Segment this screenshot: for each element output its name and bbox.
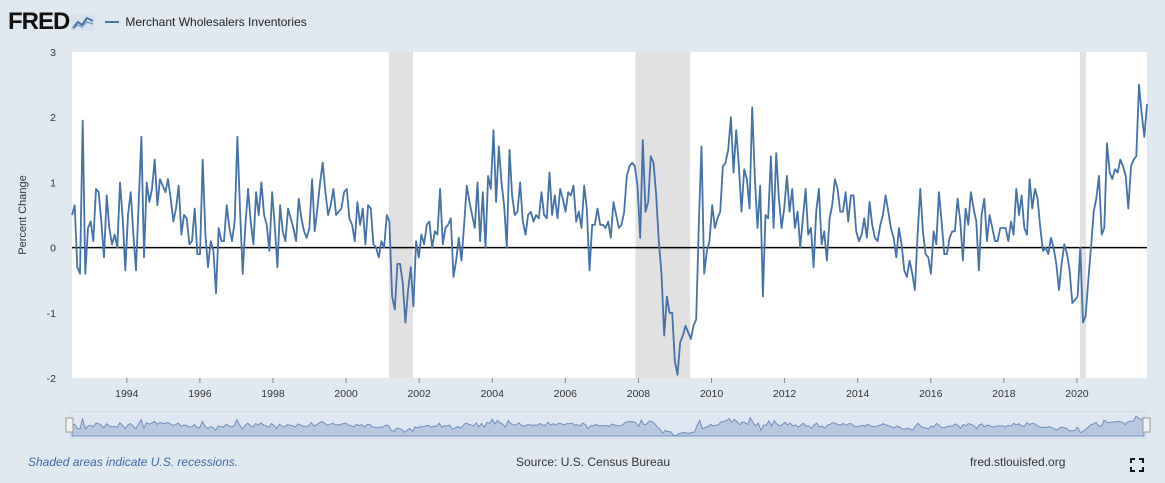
navigator-handle-left[interactable]: [65, 417, 74, 433]
header: FRED Merchant Wholesalers Inventories: [8, 8, 307, 36]
x-tick-label: 2006: [554, 388, 578, 400]
navigator-area: [71, 415, 1145, 437]
y-tick-label: 0: [50, 243, 56, 255]
x-tick-label: 2018: [992, 388, 1016, 400]
fred-logo-graph-icon: [71, 15, 96, 31]
x-tick-label: 2002: [407, 388, 431, 400]
x-tick-label: 2004: [481, 388, 505, 400]
fullscreen-icon[interactable]: [1130, 458, 1144, 472]
source-text: Source: U.S. Census Bureau: [516, 455, 671, 469]
x-tick-label: 2000: [334, 388, 358, 400]
y-tick-label: 2: [50, 112, 56, 124]
x-tick-label: 2020: [1065, 388, 1089, 400]
legend-label: Merchant Wholesalers Inventories: [125, 15, 307, 29]
recession-note-link[interactable]: Shaded areas indicate U.S. recessions.: [28, 455, 239, 469]
fred-logo[interactable]: FRED: [8, 8, 70, 35]
y-tick-label: 1: [50, 177, 56, 189]
y-tick-label: -2: [47, 373, 56, 385]
navigator-handle-right[interactable]: [1142, 417, 1151, 433]
x-tick-label: 1994: [115, 388, 139, 400]
recession-band: [635, 52, 691, 378]
x-tick-label: 2010: [700, 388, 724, 400]
site-url: fred.stlouisfed.org: [970, 455, 1066, 469]
x-tick-label: 1998: [261, 388, 285, 400]
recession-band: [1079, 52, 1087, 378]
series-line[interactable]: [71, 83, 1148, 376]
recession-band: [388, 52, 413, 378]
x-tick-label: 2016: [919, 388, 943, 400]
x-tick-label: 2008: [627, 388, 651, 400]
y-axis-ticks: -2 -1 0 1 2 3: [47, 47, 57, 385]
y-tick-label: 3: [50, 47, 56, 59]
x-tick-label: 2012: [773, 388, 797, 400]
y-axis-title: Percent Change: [17, 175, 29, 255]
y-tick-label: -1: [47, 308, 56, 320]
navigator[interactable]: [65, 411, 1151, 439]
x-tick-label: 2014: [846, 388, 870, 400]
x-tick-label: 1996: [188, 388, 212, 400]
legend-swatch: [105, 21, 120, 23]
legend: Merchant Wholesalers Inventories: [105, 15, 307, 29]
x-axis-ticks: 1994 1996 1998 2000 2002 2004 2006 2008 2010 2012…: [115, 378, 1089, 400]
plot-background: [72, 52, 1147, 378]
